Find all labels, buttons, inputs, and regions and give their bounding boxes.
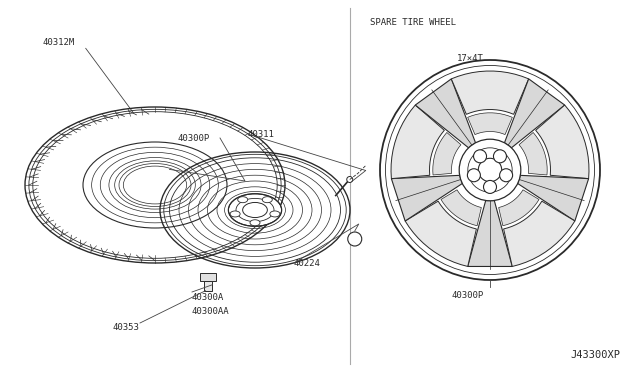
Circle shape bbox=[474, 150, 486, 163]
Ellipse shape bbox=[262, 197, 272, 203]
FancyBboxPatch shape bbox=[204, 281, 211, 291]
Polygon shape bbox=[433, 132, 461, 175]
FancyBboxPatch shape bbox=[200, 273, 216, 281]
Circle shape bbox=[348, 232, 362, 246]
Circle shape bbox=[347, 176, 353, 183]
Polygon shape bbox=[468, 201, 512, 266]
Circle shape bbox=[380, 60, 600, 280]
Polygon shape bbox=[518, 175, 589, 221]
Ellipse shape bbox=[230, 211, 240, 217]
Polygon shape bbox=[441, 190, 481, 226]
Polygon shape bbox=[519, 132, 547, 175]
Circle shape bbox=[478, 158, 502, 182]
Ellipse shape bbox=[237, 197, 248, 203]
Polygon shape bbox=[504, 79, 564, 148]
Ellipse shape bbox=[250, 220, 260, 226]
Circle shape bbox=[500, 169, 513, 182]
Polygon shape bbox=[391, 105, 444, 179]
Ellipse shape bbox=[270, 211, 280, 217]
Text: 40353: 40353 bbox=[112, 323, 139, 331]
Polygon shape bbox=[451, 71, 529, 114]
Polygon shape bbox=[536, 105, 589, 179]
Text: 40300P: 40300P bbox=[452, 291, 484, 299]
Ellipse shape bbox=[243, 202, 268, 218]
Circle shape bbox=[493, 150, 506, 163]
Polygon shape bbox=[415, 79, 476, 148]
Polygon shape bbox=[405, 201, 476, 266]
Circle shape bbox=[459, 139, 521, 201]
Text: 40300AA: 40300AA bbox=[192, 307, 230, 315]
Text: SPARE TIRE WHEEL: SPARE TIRE WHEEL bbox=[370, 17, 456, 26]
Text: 40312M: 40312M bbox=[42, 38, 74, 46]
Polygon shape bbox=[499, 190, 539, 226]
Circle shape bbox=[467, 169, 481, 182]
Text: J43300XP: J43300XP bbox=[570, 350, 620, 360]
Text: 40300A: 40300A bbox=[192, 294, 224, 302]
Text: 40224: 40224 bbox=[294, 259, 321, 267]
Text: 40311: 40311 bbox=[248, 129, 275, 138]
Ellipse shape bbox=[228, 194, 282, 226]
Circle shape bbox=[483, 180, 497, 193]
Text: 17×4T: 17×4T bbox=[456, 54, 483, 62]
Ellipse shape bbox=[83, 142, 227, 228]
Polygon shape bbox=[504, 201, 575, 266]
Polygon shape bbox=[392, 175, 462, 221]
Polygon shape bbox=[468, 113, 513, 135]
Text: 40300P: 40300P bbox=[178, 134, 211, 142]
Text: 18×4T: 18×4T bbox=[456, 65, 483, 74]
